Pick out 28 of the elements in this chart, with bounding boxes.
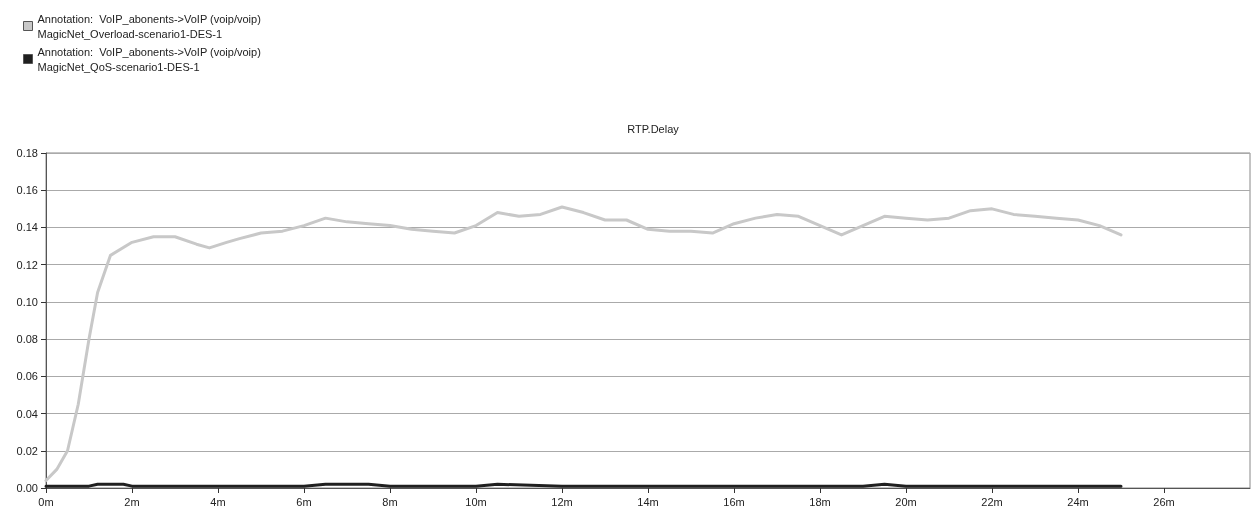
x-tick-label: 22m — [981, 495, 1003, 508]
y-tick-label: 0.04 — [16, 407, 38, 420]
legend-label: Annotation: VoIP_abonents->VoIP (voip/voip) MagicNet_Overload-scenario1-DES-1 — [37, 12, 261, 40]
legend-label: Annotation: VoIP_abonents->VoIP (voip/voip) MagicNet_QoS-scenario1-DES-1 — [37, 45, 261, 73]
x-tick-label: 10m — [465, 495, 487, 508]
line-series — [44, 205, 1123, 483]
x-tick-label: 2m — [124, 495, 140, 508]
x-tick-label: 20m — [895, 495, 917, 508]
y-tick-label: 0.00 — [16, 482, 38, 494]
x-tick-label: 4m — [210, 495, 226, 508]
y-tick-label: 0.18 — [16, 147, 38, 159]
x-tick-label: 18m — [809, 495, 831, 508]
x-tick-label: 26m — [1153, 495, 1175, 508]
x-tick-label: 0m — [38, 495, 54, 508]
chart-title: RTP.Delay — [627, 122, 680, 135]
x-tick-label: 14m — [637, 495, 659, 508]
y-tick-label: 0.02 — [16, 444, 38, 457]
x-tick-label: 24m — [1067, 495, 1089, 508]
x-tick-label: 6m — [296, 495, 312, 508]
y-tick-label: 0.06 — [16, 370, 38, 383]
x-tick-label: 12m — [551, 495, 573, 508]
y-tick-label: 0.16 — [16, 184, 38, 197]
x-tick-label: 16m — [723, 495, 745, 508]
y-tick-label: 0.08 — [16, 333, 38, 346]
y-tick-label: 0.12 — [16, 258, 38, 271]
y-tick-label: 0.14 — [16, 221, 38, 234]
x-tick-label: 8m — [382, 495, 398, 508]
y-tick-label: 0.10 — [16, 295, 38, 308]
